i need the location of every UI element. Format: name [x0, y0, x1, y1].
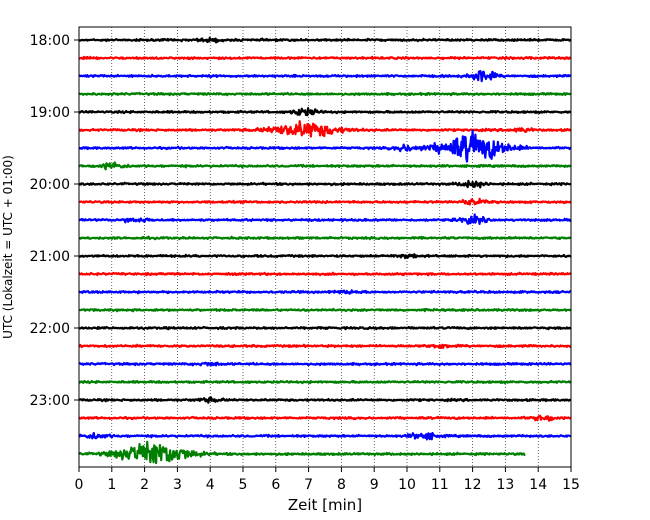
trace-1830	[78, 91, 572, 97]
grid-lines	[111, 27, 539, 467]
y-axis-label: UTC (Lokalzeit = UTC + 01:00)	[1, 155, 15, 339]
trace-2215	[78, 361, 572, 367]
trace-2030	[78, 235, 572, 241]
y-tick-label: 21:00	[30, 249, 70, 265]
trace-2230	[78, 379, 572, 385]
axis-ticks: 0 1 2 3 4 5 6 7 8 9 10 11 12 13 14 1518:0019:0020:0021:…	[30, 33, 580, 493]
x-tick-label: 10	[398, 477, 416, 493]
trace-1900	[78, 120, 572, 138]
trace-1745	[78, 36, 572, 44]
x-axis-label: Zeit [min]	[288, 496, 362, 514]
plot-frame	[78, 26, 572, 468]
trace-2300	[78, 414, 572, 422]
trace-2145	[78, 325, 572, 331]
x-tick-label: 15	[562, 477, 580, 493]
trace-2115	[78, 289, 572, 295]
x-tick-label: 11	[431, 477, 449, 493]
trace-1815	[78, 70, 572, 83]
trace-2245	[78, 396, 572, 404]
trace-2100	[78, 271, 572, 277]
trace-1800	[78, 55, 572, 61]
trace-2200	[78, 343, 572, 350]
trace-2000	[78, 197, 572, 206]
trace-2045	[78, 253, 572, 260]
x-tick-label: 2	[140, 477, 149, 493]
x-tick-label: 9	[370, 477, 379, 493]
y-tick-label: 19:00	[30, 105, 70, 121]
x-tick-label: 7	[304, 477, 313, 493]
trace-1915	[78, 129, 572, 163]
trace-1930	[78, 161, 572, 171]
y-tick-label: 18:00	[30, 33, 70, 49]
x-tick-label: 13	[496, 477, 514, 493]
trace-1945	[78, 179, 572, 189]
y-tick-label: 23:00	[30, 393, 70, 409]
y-tick-label: 22:00	[30, 321, 70, 337]
x-tick-label: 1	[107, 477, 116, 493]
x-tick-label: 14	[529, 477, 547, 493]
y-tick-label: 20:00	[30, 177, 70, 193]
x-tick-label: 5	[239, 477, 248, 493]
trace-layer	[78, 36, 572, 465]
trace-2330	[78, 440, 526, 465]
x-tick-label: 4	[206, 477, 215, 493]
trace-2015	[78, 213, 572, 225]
trace-2130	[78, 307, 572, 313]
x-tick-label: 8	[337, 477, 346, 493]
trace-2315	[78, 431, 572, 441]
x-tick-label: 6	[271, 477, 280, 493]
x-tick-label: 12	[464, 477, 482, 493]
x-tick-label: 3	[173, 477, 182, 493]
x-tick-label: 0	[75, 477, 84, 493]
trace-1845	[78, 107, 572, 117]
